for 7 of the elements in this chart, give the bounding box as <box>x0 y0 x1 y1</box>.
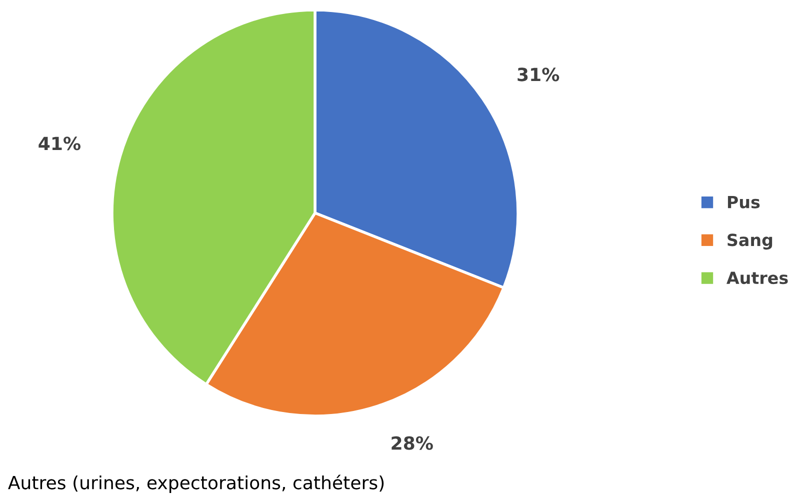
data-label: 28% <box>392 436 433 450</box>
data-label: 41% <box>38 136 80 150</box>
text: Autres (urines, expectorations, cathéters) <box>8 474 384 493</box>
legend-label: Sang <box>728 234 772 250</box>
data-label: 31% <box>518 68 560 82</box>
legend-label: Autres <box>726 272 788 284</box>
legend-label: Pus <box>728 196 760 208</box>
